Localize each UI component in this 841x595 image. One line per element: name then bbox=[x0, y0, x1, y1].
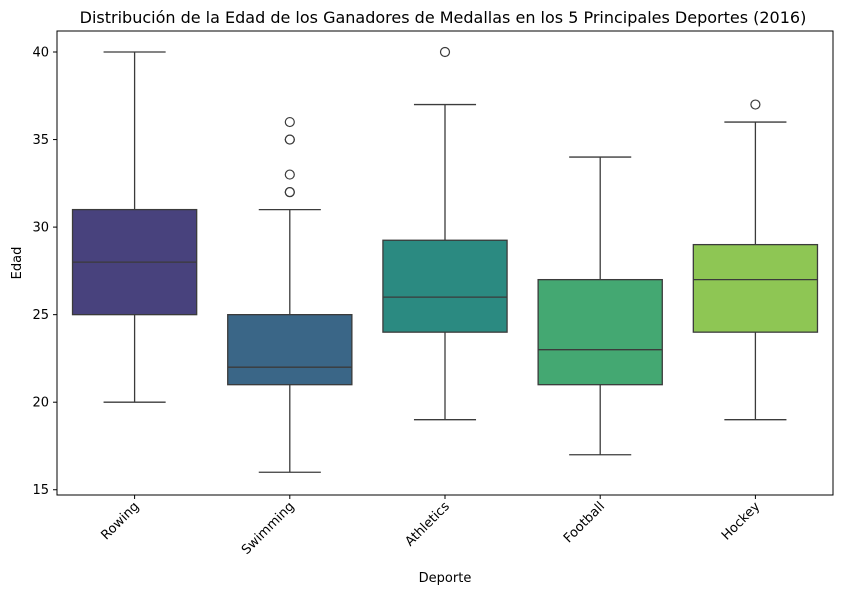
y-tick-label-20: 20 bbox=[32, 396, 49, 411]
plot-area bbox=[71, 46, 819, 473]
iqr-box-swimming bbox=[227, 314, 353, 386]
x-tick-label-football: Football bbox=[561, 499, 608, 546]
box-athletics bbox=[382, 46, 508, 421]
y-tick-label-15: 15 bbox=[32, 483, 49, 498]
box-rowing bbox=[71, 51, 198, 403]
x-axis: Rowing Swimming Athletics Football Hockey bbox=[98, 495, 763, 558]
y-axis-label: Edad bbox=[10, 247, 25, 280]
outlier-swimming-5 bbox=[284, 116, 295, 128]
y-axis: 15 20 25 30 35 40 bbox=[32, 46, 57, 498]
x-tick-label-hockey: Hockey bbox=[719, 499, 764, 544]
x-tick-label-swimming: Swimming bbox=[239, 499, 298, 558]
outlier-swimming-2 bbox=[284, 169, 295, 180]
chart-title: Distribución de la Edad de los Ganadores… bbox=[80, 8, 807, 27]
iqr-box-football bbox=[537, 278, 663, 386]
outlier-hockey-0 bbox=[750, 99, 761, 110]
x-tick-label-athletics: Athletics bbox=[402, 499, 453, 550]
box-hockey bbox=[692, 99, 819, 421]
box-swimming bbox=[227, 116, 353, 473]
box-football bbox=[537, 156, 663, 456]
iqr-box-hockey bbox=[692, 243, 819, 333]
y-tick-label-30: 30 bbox=[32, 221, 49, 236]
outlier-swimming-1 bbox=[284, 186, 295, 198]
y-tick-label-35: 35 bbox=[32, 133, 49, 148]
x-tick-label-rowing: Rowing bbox=[98, 499, 142, 543]
x-axis-label: Deporte bbox=[419, 571, 472, 586]
iqr-box-athletics bbox=[382, 239, 508, 333]
y-tick-label-40: 40 bbox=[32, 46, 49, 61]
y-tick-label-25: 25 bbox=[32, 308, 49, 323]
outlier-athletics-0 bbox=[439, 46, 451, 58]
outlier-swimming-4 bbox=[284, 134, 295, 145]
